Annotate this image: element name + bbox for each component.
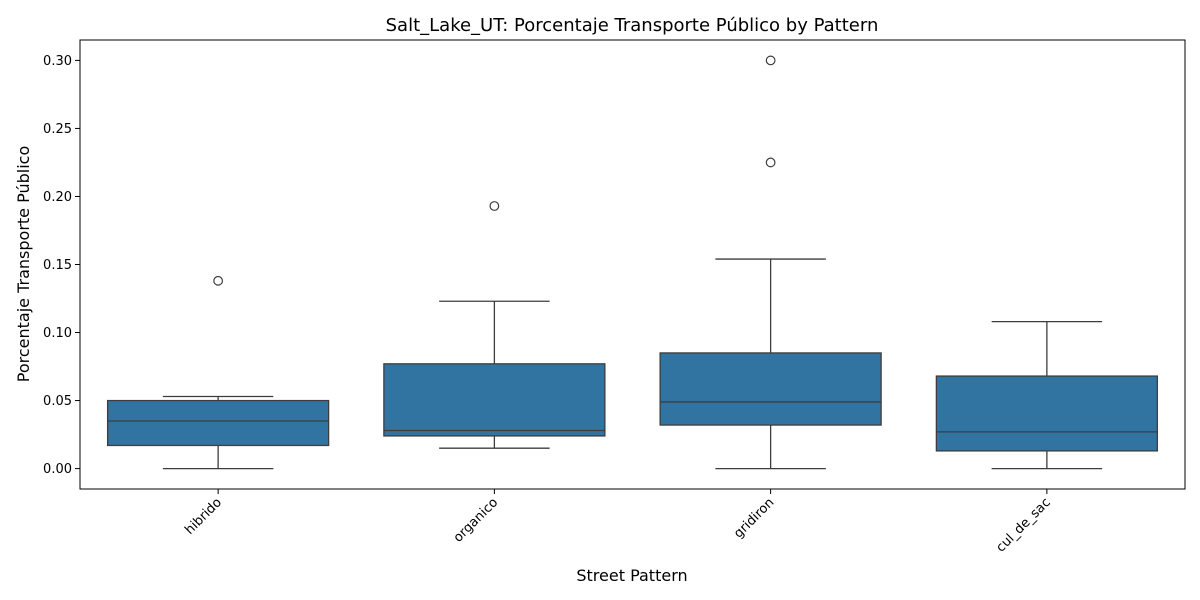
iqr-box [935, 375, 1159, 452]
plot-area: 0.00 0.05 0.10 0.15 0.20 0.25 0.30 hibrido organ… [43, 39, 1186, 555]
iqr-box [106, 399, 330, 447]
chart-title: Salt_Lake_UT: Porcentaje Transporte Públ… [386, 15, 879, 36]
y-tick-label: 0.10 [43, 326, 72, 341]
y-axis-label: Porcentaje Transporte Público [14, 146, 33, 382]
outlier-point [765, 157, 776, 168]
outlier-point [213, 275, 224, 286]
box-organico [383, 201, 606, 449]
y-tick-label: 0.00 [43, 462, 72, 477]
outlier-point [765, 55, 776, 66]
box-gridiron [659, 55, 882, 470]
plot-frame [79, 39, 1186, 490]
y-tick-label: 0.20 [43, 190, 72, 205]
x-tick-label: gridiron [731, 495, 777, 541]
x-tick-label: hibrido [182, 495, 225, 538]
x-tick-label: cul_de_sac [993, 495, 1053, 555]
box-hibrido [106, 275, 330, 470]
outlier-point [489, 201, 500, 211]
iqr-box [383, 363, 606, 437]
box-cul_de_sac [935, 320, 1159, 470]
x-tick-label: organico [451, 495, 501, 545]
y-tick-label: 0.25 [43, 122, 72, 137]
x-axis-label: Street Pattern [576, 566, 687, 585]
y-tick-label: 0.05 [43, 394, 72, 409]
y-tick-label: 0.30 [43, 54, 72, 69]
iqr-box [659, 352, 882, 426]
y-tick-label: 0.15 [43, 258, 72, 273]
